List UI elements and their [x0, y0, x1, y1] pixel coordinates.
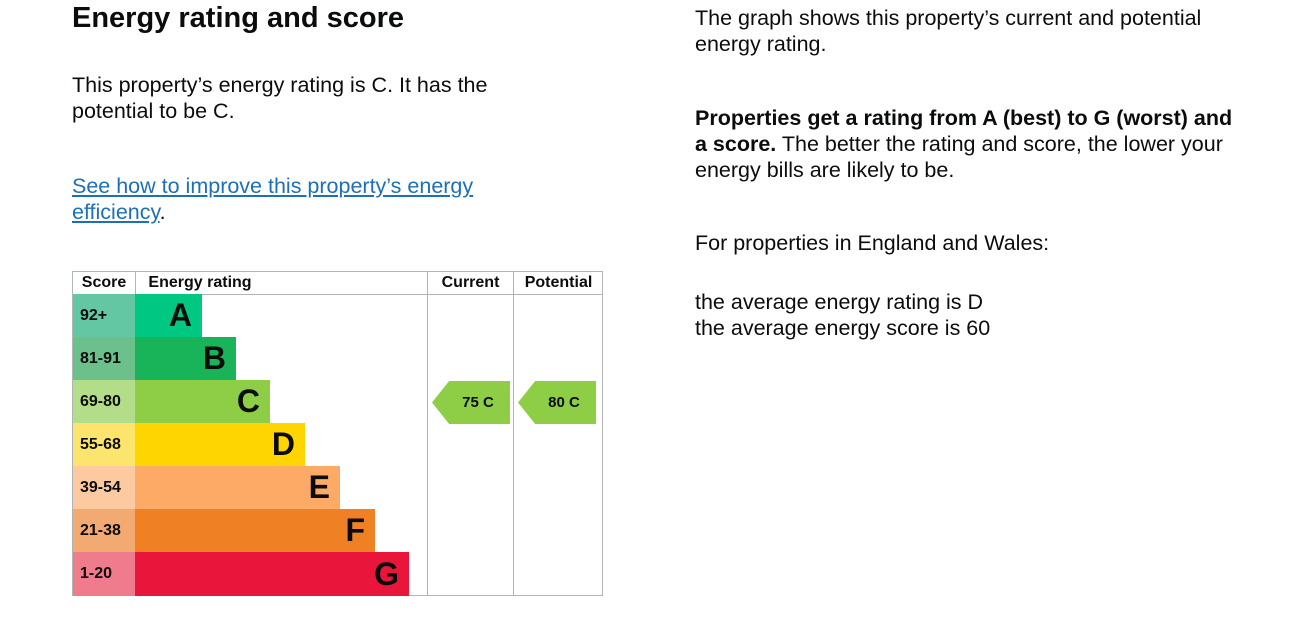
band-bar-b: B: [135, 337, 236, 380]
divider: [427, 272, 428, 595]
header-current: Current: [441, 274, 500, 291]
band-score-b: 81-91: [73, 337, 135, 380]
divider: [513, 272, 514, 595]
link-suffix: .: [159, 200, 166, 224]
band-bar-d: D: [135, 423, 305, 466]
band-bar-g: G: [135, 552, 409, 596]
band-bar-c: C: [135, 380, 270, 423]
header-energy-rating: Energy rating: [148, 274, 252, 291]
band-score-a: 92+: [73, 294, 135, 337]
energy-rating-chart: Score Energy rating Current Potential 92…: [72, 271, 603, 596]
header-score: Score: [81, 274, 127, 291]
graph-description: The graph shows this property’s current …: [695, 6, 1202, 56]
rating-explanation-rest: The better the rating and score, the low…: [695, 132, 1223, 182]
rating-explanation: Properties get a rating from A (best) to…: [695, 105, 1240, 183]
band-score-g: 1-20: [73, 552, 135, 596]
current-rating-arrow: 75 C: [432, 381, 510, 424]
band-bar-e: E: [135, 466, 340, 509]
average-rating: the average energy rating is D: [695, 290, 984, 314]
improve-paragraph: See how to improve this property’s energ…: [72, 173, 532, 225]
band-score-f: 21-38: [73, 509, 135, 552]
rating-explanation-bold: Properties get a rating from A (best) to…: [695, 106, 1233, 156]
average-score: the average energy score is 60: [695, 316, 991, 340]
band-bar-a: A: [135, 294, 202, 337]
header-potential: Potential: [524, 274, 593, 291]
divider: [135, 272, 136, 294]
rating-summary: This property’s energy rating is C. It h…: [72, 73, 488, 123]
header-divider: [73, 294, 602, 295]
band-score-c: 69-80: [73, 380, 135, 423]
band-score-e: 39-54: [73, 466, 135, 509]
band-score-d: 55-68: [73, 423, 135, 466]
improve-efficiency-link[interactable]: See how to improve this property’s energ…: [72, 174, 474, 224]
band-bar-f: F: [135, 509, 375, 552]
region-label: For properties in England and Wales:: [695, 231, 1050, 255]
potential-rating-arrow: 80 C: [518, 381, 596, 424]
page-title: Energy rating and score: [72, 2, 404, 34]
